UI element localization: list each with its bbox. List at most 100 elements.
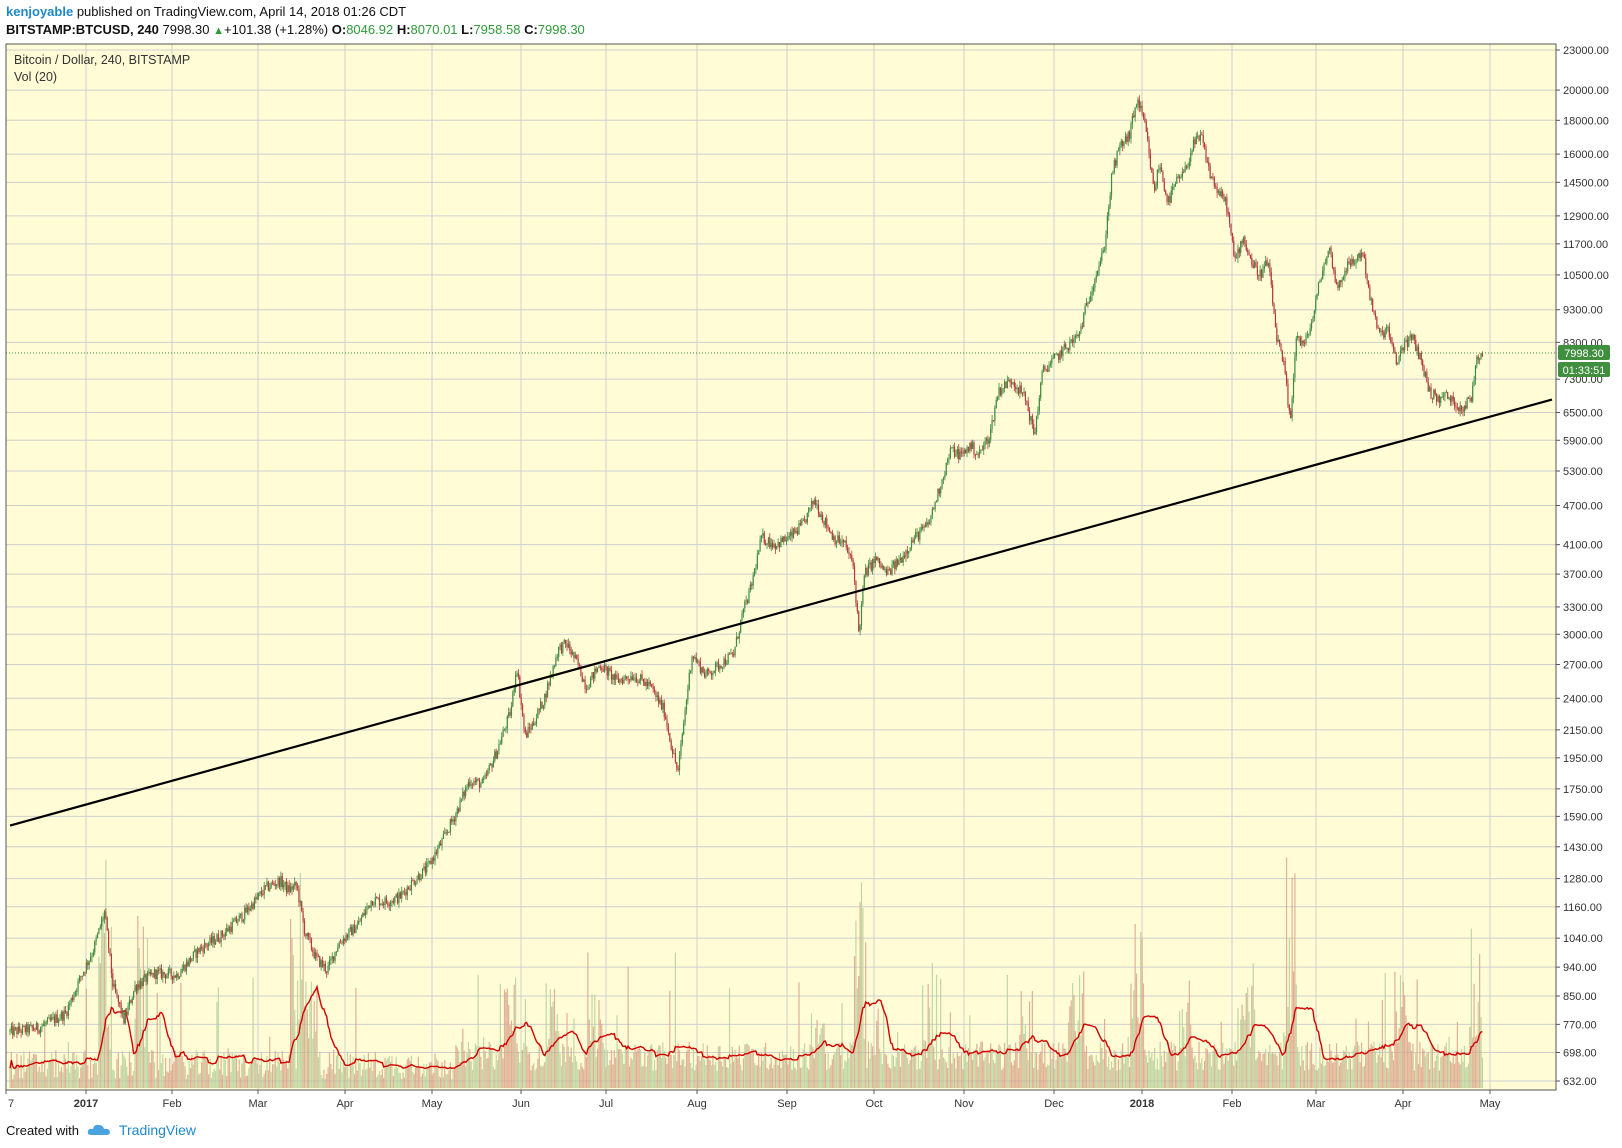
candle-body: [92, 952, 94, 956]
volume-bar: [802, 1049, 804, 1088]
volume-bar: [84, 1050, 86, 1088]
volume-bar: [546, 1046, 549, 1088]
volume-bar: [1173, 1043, 1175, 1088]
volume-bar: [1460, 1049, 1463, 1088]
candle-body: [1344, 270, 1346, 278]
volume-bar: [1277, 1065, 1279, 1088]
volume-bar: [139, 968, 142, 1088]
candle-body: [1324, 263, 1327, 265]
candle-body: [235, 917, 238, 923]
volume-bar: [465, 1066, 467, 1088]
volume-bar: [483, 1037, 485, 1088]
candle-body: [605, 664, 607, 667]
candle-body: [113, 984, 115, 987]
candle-body: [278, 878, 281, 887]
candle-body: [449, 819, 451, 833]
candle-body: [338, 942, 340, 948]
volume-bar: [159, 1010, 161, 1088]
candle-body: [441, 838, 443, 846]
candle-body: [496, 750, 499, 759]
candle-body: [1113, 160, 1115, 173]
volume-bar: [171, 1064, 174, 1088]
candle-body: [1124, 136, 1127, 143]
volume-bar: [166, 1071, 168, 1088]
candle-body: [1419, 352, 1421, 360]
volume-bar: [585, 1057, 588, 1088]
candle-body: [80, 976, 82, 978]
volume-bar: [1456, 1021, 1459, 1088]
candle-body: [1456, 407, 1459, 409]
candle-body: [947, 459, 949, 463]
candle-body: [731, 653, 733, 655]
candle-body: [890, 569, 892, 575]
volume-bar: [816, 1019, 818, 1088]
candle-body: [1276, 327, 1278, 342]
volume-bar: [1344, 1051, 1346, 1088]
candle-body: [1373, 311, 1375, 313]
volume-bar: [434, 1053, 436, 1088]
volume-bar: [1133, 990, 1135, 1088]
volume-bar: [1091, 1055, 1093, 1088]
candle-body: [1047, 369, 1049, 372]
volume-bar: [1144, 1049, 1146, 1088]
candle-body: [1056, 354, 1058, 355]
volume-bar: [649, 1045, 651, 1088]
volume-bar: [1216, 1048, 1218, 1088]
candle-body: [503, 729, 506, 731]
volume-bar: [213, 1068, 215, 1088]
plot-area[interactable]: [6, 44, 1556, 1090]
volume-bar: [876, 1020, 878, 1088]
volume-bar: [1102, 1059, 1104, 1088]
candle-body: [430, 860, 432, 865]
candle-body: [1413, 334, 1415, 340]
candle-body: [103, 911, 106, 919]
volume-bar: [288, 1053, 290, 1088]
time-axis[interactable]: 7 2017 Feb Mar Apr May Jun Jul Aug Sep Oct Nov Dec 20…: [5, 1090, 1501, 1110]
candle-body: [1431, 398, 1434, 400]
volume-bar: [1155, 1069, 1157, 1088]
candle-body: [142, 977, 144, 987]
candle-body: [391, 900, 393, 904]
candle-body: [1292, 377, 1295, 399]
volume-bar: [291, 938, 293, 1088]
volume-bar: [1409, 1042, 1411, 1088]
candle-body: [899, 557, 901, 560]
candle-body: [827, 527, 829, 529]
volume-bar: [60, 1067, 62, 1088]
y-tick-label: 3300.00: [1563, 602, 1603, 614]
candle-body: [16, 1027, 18, 1035]
volume-bar: [960, 1053, 963, 1088]
candle-body: [509, 712, 511, 716]
candle-body: [249, 908, 251, 911]
volume-bar: [1351, 1069, 1353, 1088]
volume-bar: [338, 1068, 340, 1088]
tradingview-brand-link[interactable]: TradingView: [118, 1122, 197, 1138]
candle-body: [567, 643, 570, 648]
volume-bar: [458, 1050, 460, 1088]
volume-bar: [96, 1074, 99, 1088]
volume-bar: [69, 1072, 71, 1088]
volume-bar: [719, 1046, 721, 1088]
candle-body: [1215, 186, 1217, 188]
volume-bar: [1348, 1052, 1350, 1088]
candle-body: [396, 894, 399, 904]
volume-bar: [844, 1060, 846, 1088]
volume-bar: [530, 1070, 532, 1088]
volume-bar: [1174, 1046, 1177, 1088]
candle-body: [85, 962, 87, 973]
volume-bar: [674, 952, 676, 1088]
volume-bar: [933, 1046, 935, 1088]
candle-body: [1099, 260, 1102, 266]
author-link[interactable]: kenjoyable: [6, 4, 74, 19]
price-axis[interactable]: 23000.0020000.0018000.0016000.0014500.00…: [1556, 45, 1609, 1088]
volume-bar: [130, 1062, 132, 1088]
volume-bar: [324, 1078, 326, 1088]
close-label: C:: [524, 22, 538, 37]
candle-body: [181, 969, 183, 973]
volume-bar: [152, 1051, 154, 1088]
candle-body: [940, 488, 942, 494]
trendline[interactable]: [9, 398, 1553, 827]
candle-body: [1126, 136, 1128, 142]
volume-bar: [670, 1054, 672, 1088]
